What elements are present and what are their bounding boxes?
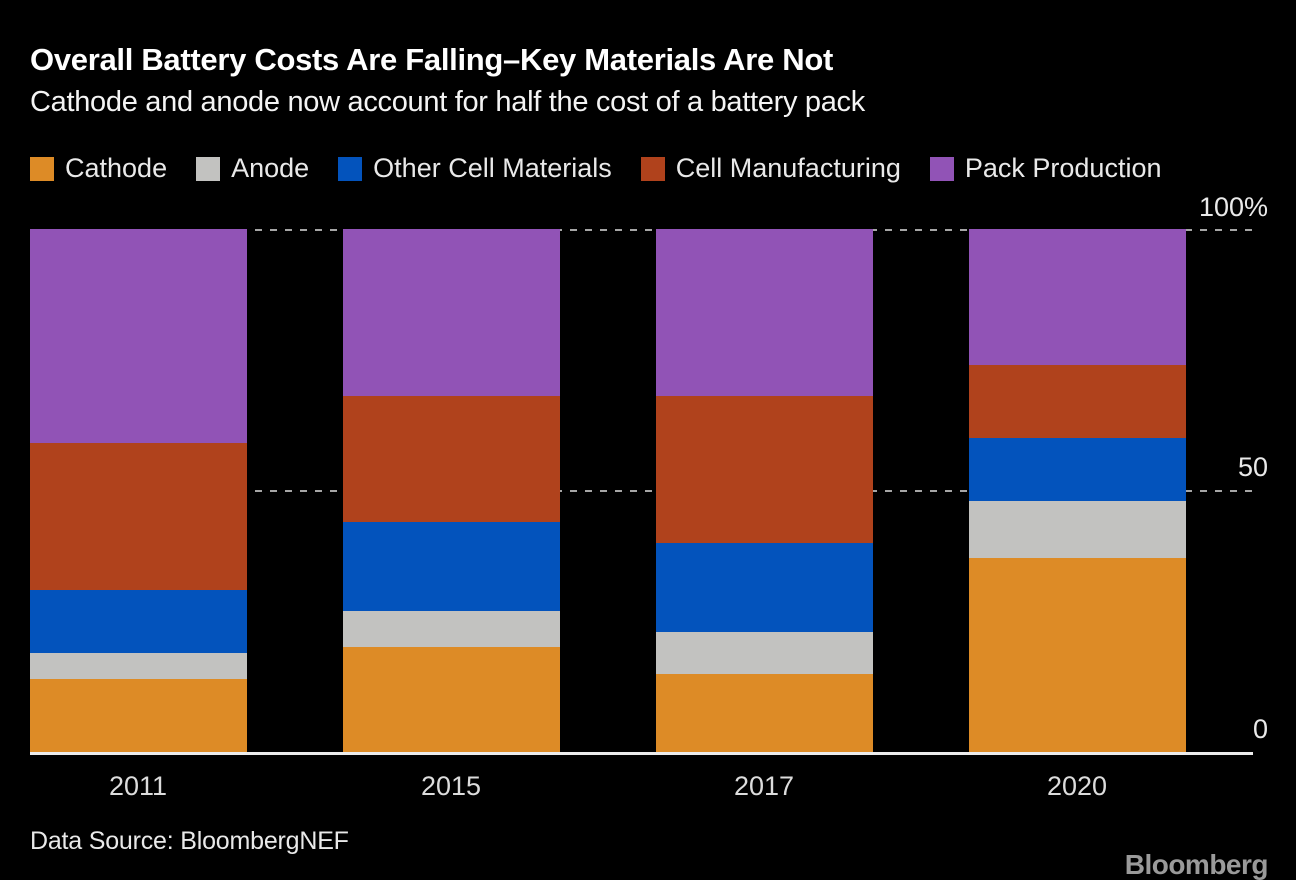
bar-segment-anode	[343, 610, 560, 648]
stacked-bar-2011	[30, 229, 247, 752]
legend-item-cathode: Cathode	[30, 153, 167, 184]
y-tick-0: 0	[1252, 714, 1268, 744]
bar-segment-other-cell-materials	[969, 438, 1186, 501]
bar-segment-other-cell-materials	[343, 521, 560, 611]
stacked-bar-2015	[343, 229, 560, 752]
bar-segment-cathode	[343, 647, 560, 752]
bar-segment-cathode	[30, 678, 247, 752]
legend: Cathode Anode Other Cell Materials Cell …	[30, 153, 1161, 184]
bar-segment-pack-production	[969, 229, 1186, 365]
bar-segment-other-cell-materials	[30, 589, 247, 653]
x-axis-baseline	[30, 752, 1253, 755]
bloomberg-logo: Bloomberg	[1124, 849, 1269, 880]
stacked-bar-2017	[656, 229, 873, 752]
y-tick-100: 100%	[1198, 192, 1268, 222]
gridline-50	[30, 490, 1253, 492]
page-subtitle: Cathode and anode now account for half t…	[30, 86, 865, 118]
bar-segment-pack-production	[30, 229, 247, 444]
legend-label-pack-production: Pack Production	[964, 153, 1162, 183]
bar-segment-cathode	[969, 558, 1186, 752]
bar-segment-anode	[969, 500, 1186, 559]
bar-segment-cell-manufacturing	[343, 396, 560, 522]
other-cell-materials-swatch-icon	[338, 156, 363, 181]
bar-segment-pack-production	[343, 229, 560, 397]
stacked-bar-2020	[969, 229, 1186, 752]
legend-label-cathode: Cathode	[65, 153, 168, 183]
cathode-swatch-icon	[30, 156, 54, 181]
bar-segment-cell-manufacturing	[969, 364, 1186, 439]
page-title: Overall Battery Costs Are Falling–Key Ma…	[30, 42, 833, 77]
legend-label-cell-manufacturing: Cell Manufacturing	[675, 153, 901, 183]
x-label-2015: 2015	[420, 771, 482, 801]
bar-segment-anode	[30, 652, 247, 679]
legend-item-other-cell-materials: Other Cell Materials	[338, 153, 612, 184]
legend-item-pack-production: Pack Production	[929, 153, 1162, 184]
legend-item-cell-manufacturing: Cell Manufacturing	[640, 153, 901, 184]
x-label-2020: 2020	[1046, 771, 1108, 801]
x-label-2017: 2017	[733, 771, 795, 801]
data-source-credit: Data Source: BloombergNEF	[30, 827, 349, 855]
x-label-2011: 2011	[108, 771, 168, 801]
legend-label-anode: Anode	[231, 153, 310, 183]
pack-production-swatch-icon	[929, 156, 954, 181]
legend-item-anode: Anode	[196, 153, 309, 184]
cell-manufacturing-swatch-icon	[640, 156, 665, 181]
anode-swatch-icon	[196, 156, 221, 181]
bar-segment-cathode	[656, 673, 873, 752]
gridline-100	[30, 229, 1253, 231]
bar-segment-pack-production	[656, 229, 873, 397]
y-tick-50: 50	[1237, 452, 1268, 482]
bar-segment-cell-manufacturing	[30, 443, 247, 590]
legend-label-other-cell-materials: Other Cell Materials	[373, 153, 612, 183]
bar-segment-cell-manufacturing	[656, 396, 873, 543]
bar-segment-other-cell-materials	[656, 542, 873, 632]
bar-segment-anode	[656, 631, 873, 674]
